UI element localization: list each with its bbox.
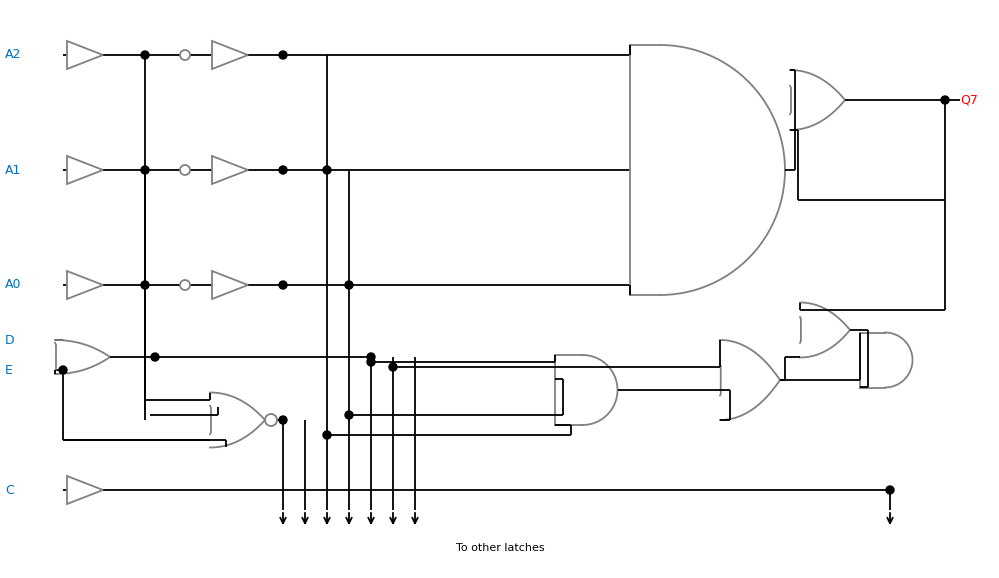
Text: A1: A1 [5,164,21,176]
Circle shape [323,431,331,439]
Circle shape [323,166,331,174]
Circle shape [279,416,287,424]
Circle shape [141,281,149,289]
Circle shape [941,96,949,104]
Circle shape [141,166,149,174]
Text: C: C [5,484,14,497]
Text: E: E [5,364,13,376]
Circle shape [279,281,287,289]
Text: To other latches: To other latches [456,543,544,553]
Circle shape [345,411,353,419]
Circle shape [886,486,894,494]
Circle shape [367,353,375,361]
Text: D: D [5,334,15,346]
Text: A0: A0 [5,279,22,291]
Text: Q7: Q7 [960,94,978,106]
Circle shape [345,281,353,289]
Circle shape [151,353,159,361]
Text: A2: A2 [5,49,21,61]
Circle shape [279,51,287,59]
Circle shape [389,363,397,371]
Circle shape [367,358,375,366]
Circle shape [279,166,287,174]
Circle shape [59,366,67,374]
Circle shape [141,51,149,59]
